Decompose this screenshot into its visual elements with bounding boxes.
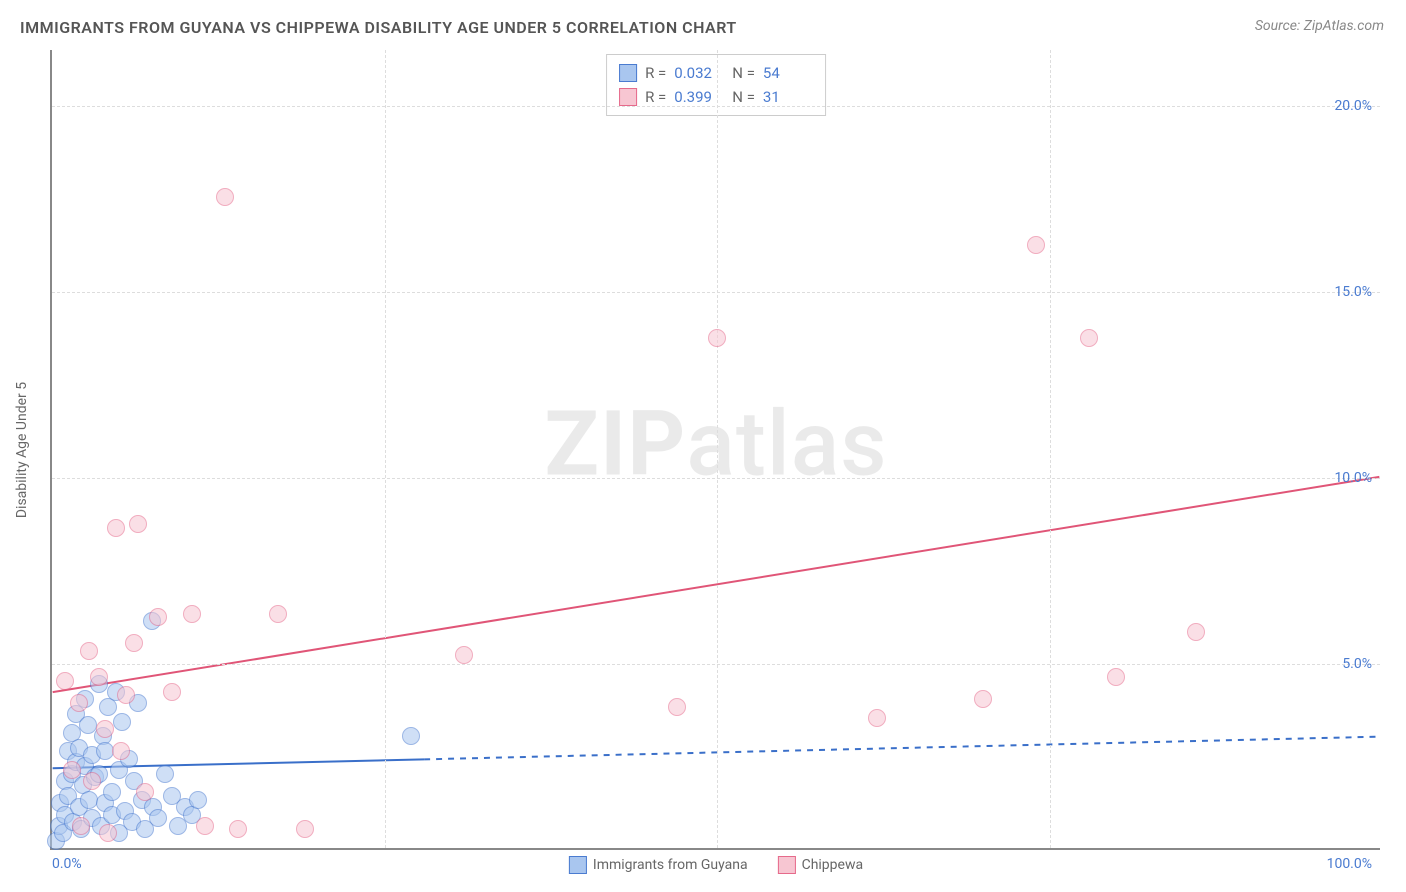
data-point	[103, 783, 121, 801]
data-point	[99, 824, 117, 842]
plot-area: ZIPatlas R = 0.032 N = 54 R = 0.399 N = …	[50, 50, 1380, 850]
data-point	[80, 642, 98, 660]
swatch-series-0	[619, 64, 637, 82]
gridline-v	[1050, 50, 1051, 848]
data-point	[455, 646, 473, 664]
x-tick-label: 100.0%	[1327, 856, 1372, 872]
data-point	[196, 817, 214, 835]
data-point	[189, 791, 207, 809]
data-point	[668, 698, 686, 716]
data-point	[183, 605, 201, 623]
data-point	[72, 817, 90, 835]
y-axis-title: Disability Age Under 5	[14, 382, 30, 518]
gridline-h	[52, 106, 1380, 107]
data-point	[107, 519, 125, 537]
y-tick-label: 20.0%	[1334, 98, 1372, 114]
legend-label-1: Chippewa	[802, 857, 864, 873]
watermark-zip: ZIP	[544, 391, 686, 496]
data-point	[80, 791, 98, 809]
data-point	[63, 761, 81, 779]
x-tick-label: 0.0%	[52, 856, 82, 872]
gridline-h	[52, 478, 1380, 479]
data-point	[56, 672, 74, 690]
data-point	[149, 608, 167, 626]
data-point	[1187, 623, 1205, 641]
n-label: N =	[732, 61, 755, 85]
data-point	[129, 515, 147, 533]
data-point	[70, 694, 88, 712]
data-point	[112, 742, 130, 760]
corr-row-series-0: R = 0.032 N = 54	[619, 61, 813, 85]
data-point	[83, 772, 101, 790]
gridline-v	[717, 50, 718, 848]
swatch-series-1	[619, 88, 637, 106]
r-label: R =	[645, 61, 666, 85]
swatch-series-1	[778, 856, 796, 874]
legend-item-1: Chippewa	[778, 856, 864, 874]
n-value-0: 54	[763, 61, 813, 85]
data-point	[163, 683, 181, 701]
data-point	[136, 783, 154, 801]
legend-item-0: Immigrants from Guyana	[569, 856, 748, 874]
legend-label-0: Immigrants from Guyana	[593, 857, 748, 873]
y-tick-label: 5.0%	[1342, 656, 1372, 672]
watermark: ZIPatlas	[544, 391, 887, 496]
y-tick-label: 15.0%	[1334, 284, 1372, 300]
data-point	[117, 686, 135, 704]
trend-lines-svg	[52, 50, 1380, 848]
source-attribution: Source: ZipAtlas.com	[1255, 18, 1384, 34]
data-point	[868, 709, 886, 727]
data-point	[113, 713, 131, 731]
y-tick-label: 10.0%	[1334, 470, 1372, 486]
bottom-legend: Immigrants from Guyana Chippewa	[569, 856, 863, 874]
data-point	[296, 820, 314, 838]
data-point	[269, 605, 287, 623]
data-point	[229, 820, 247, 838]
data-point	[90, 668, 108, 686]
chart-title: IMMIGRANTS FROM GUYANA VS CHIPPEWA DISAB…	[20, 18, 737, 37]
data-point	[974, 690, 992, 708]
data-point	[402, 727, 420, 745]
data-point	[1080, 329, 1098, 347]
data-point	[125, 634, 143, 652]
data-point	[156, 765, 174, 783]
gridline-h	[52, 292, 1380, 293]
swatch-series-0	[569, 856, 587, 874]
data-point	[216, 188, 234, 206]
data-point	[1027, 236, 1045, 254]
gridline-h	[52, 664, 1380, 665]
data-point	[96, 720, 114, 738]
data-point	[1107, 668, 1125, 686]
data-point	[708, 329, 726, 347]
data-point	[149, 809, 167, 827]
gridline-v	[385, 50, 386, 848]
